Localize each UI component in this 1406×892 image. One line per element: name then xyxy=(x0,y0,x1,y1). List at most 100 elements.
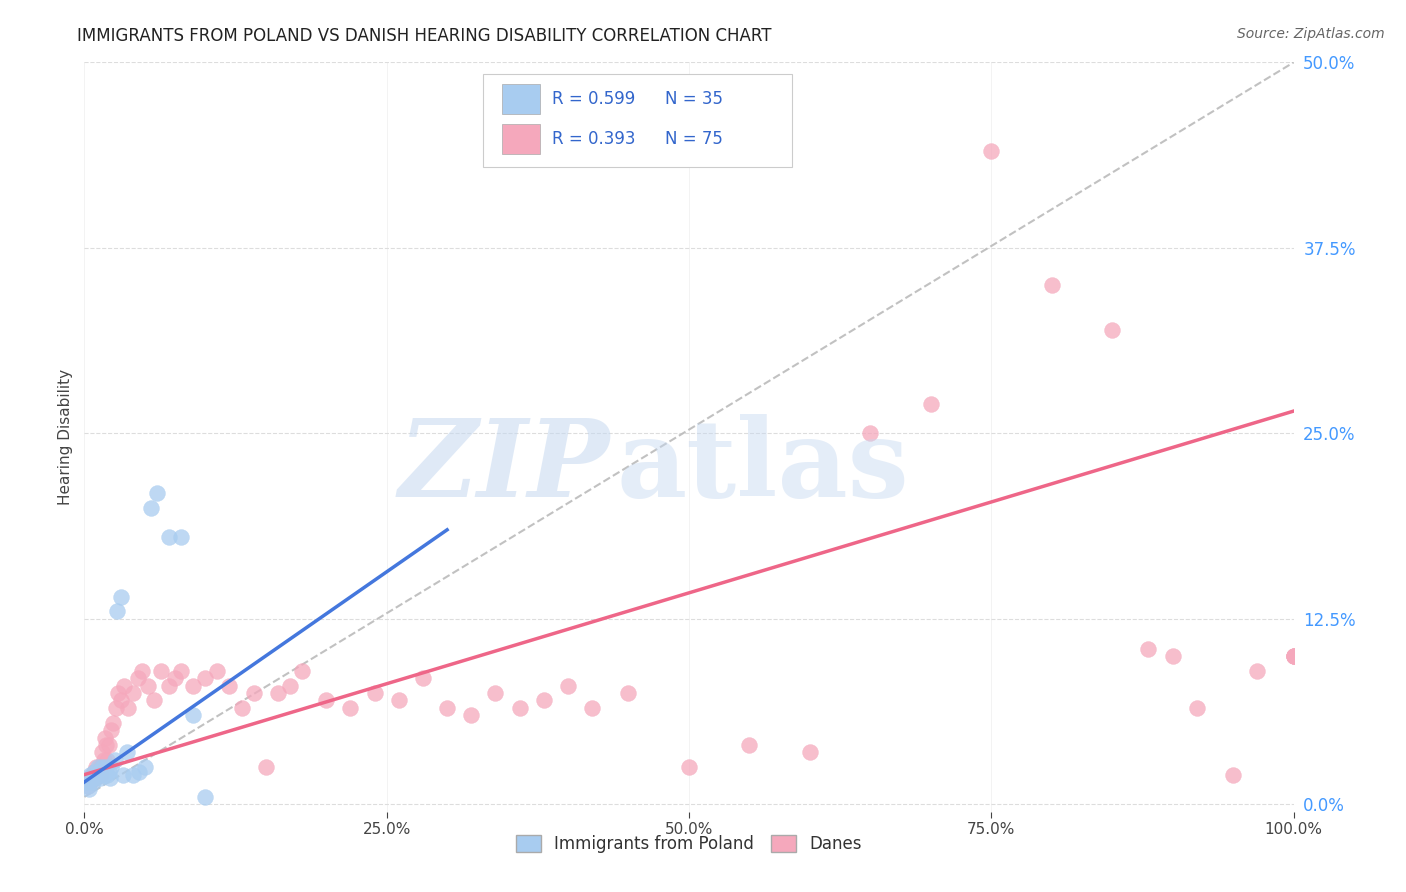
Point xyxy=(509,701,531,715)
Point xyxy=(93,753,115,767)
Point xyxy=(1101,322,1123,336)
Text: IMMIGRANTS FROM POLAND VS DANISH HEARING DISABILITY CORRELATION CHART: IMMIGRANTS FROM POLAND VS DANISH HEARING… xyxy=(77,27,772,45)
Point xyxy=(86,767,108,781)
Point xyxy=(94,738,117,752)
Point xyxy=(117,701,139,715)
Point xyxy=(1282,648,1305,663)
Point xyxy=(86,760,108,774)
Point xyxy=(157,679,180,693)
Point xyxy=(1222,767,1244,781)
Point xyxy=(139,500,162,515)
Point xyxy=(79,767,101,781)
Point xyxy=(315,693,337,707)
Point xyxy=(76,775,98,789)
Point xyxy=(112,767,135,781)
Point xyxy=(84,771,107,785)
Point xyxy=(412,671,434,685)
Point xyxy=(207,664,229,678)
Point xyxy=(157,530,180,544)
Point xyxy=(103,715,125,730)
Point xyxy=(77,780,100,794)
Point xyxy=(165,671,187,685)
Text: N = 35: N = 35 xyxy=(665,90,723,108)
Point xyxy=(149,664,172,678)
Point xyxy=(388,693,411,707)
Text: Source: ZipAtlas.com: Source: ZipAtlas.com xyxy=(1237,27,1385,41)
Text: atlas: atlas xyxy=(616,414,910,520)
Point xyxy=(436,701,458,715)
FancyBboxPatch shape xyxy=(502,124,540,153)
Point xyxy=(1137,641,1160,656)
Point xyxy=(218,679,240,693)
Text: R = 0.599: R = 0.599 xyxy=(553,90,636,108)
Point xyxy=(77,771,100,785)
Y-axis label: Hearing Disability: Hearing Disability xyxy=(58,369,73,505)
Point xyxy=(1246,664,1268,678)
Point xyxy=(131,664,153,678)
Point xyxy=(799,745,821,759)
Point xyxy=(84,771,107,785)
Point xyxy=(83,764,105,779)
Point xyxy=(859,426,882,441)
Point xyxy=(194,671,217,685)
Point xyxy=(100,723,122,738)
Point xyxy=(143,693,166,707)
Point xyxy=(97,764,120,779)
Text: N = 75: N = 75 xyxy=(665,130,723,148)
Point xyxy=(90,767,112,781)
Point xyxy=(96,767,118,781)
Point xyxy=(581,701,603,715)
Point xyxy=(91,745,114,759)
Point xyxy=(83,764,105,779)
Point xyxy=(112,679,135,693)
Point xyxy=(105,604,128,618)
Point xyxy=(87,764,110,779)
Point xyxy=(557,679,579,693)
Point xyxy=(98,771,121,785)
Point xyxy=(291,664,314,678)
Text: ZIP: ZIP xyxy=(399,414,610,520)
Point xyxy=(82,775,104,789)
Point xyxy=(77,782,100,797)
Point xyxy=(1040,278,1063,293)
Point xyxy=(89,760,111,774)
Point xyxy=(86,760,108,774)
Point xyxy=(920,397,942,411)
Point xyxy=(80,767,103,781)
Point xyxy=(89,771,111,785)
Point xyxy=(87,764,110,779)
Legend: Immigrants from Poland, Danes: Immigrants from Poland, Danes xyxy=(509,828,869,860)
Point xyxy=(194,789,217,804)
Point xyxy=(267,686,290,700)
Point xyxy=(86,767,108,781)
Point xyxy=(110,693,132,707)
Point xyxy=(254,760,277,774)
Point xyxy=(181,708,204,723)
Point xyxy=(146,485,169,500)
Point xyxy=(339,701,361,715)
Point xyxy=(738,738,761,752)
Point xyxy=(96,753,118,767)
Point xyxy=(94,731,117,745)
Point xyxy=(107,686,129,700)
Point xyxy=(82,771,104,785)
Point xyxy=(100,760,122,774)
Text: R = 0.393: R = 0.393 xyxy=(553,130,636,148)
FancyBboxPatch shape xyxy=(484,74,792,168)
Point xyxy=(170,664,193,678)
Point xyxy=(121,767,143,781)
Point xyxy=(181,679,204,693)
Point xyxy=(97,738,120,752)
Point xyxy=(980,145,1002,159)
Point xyxy=(1282,648,1305,663)
Point xyxy=(1161,648,1184,663)
Point xyxy=(94,760,117,774)
Point xyxy=(134,760,156,774)
Point xyxy=(110,590,132,604)
Point xyxy=(80,771,103,785)
Point xyxy=(170,530,193,544)
Point xyxy=(79,775,101,789)
Point xyxy=(90,767,112,781)
Point xyxy=(94,764,117,779)
Point xyxy=(93,767,115,781)
